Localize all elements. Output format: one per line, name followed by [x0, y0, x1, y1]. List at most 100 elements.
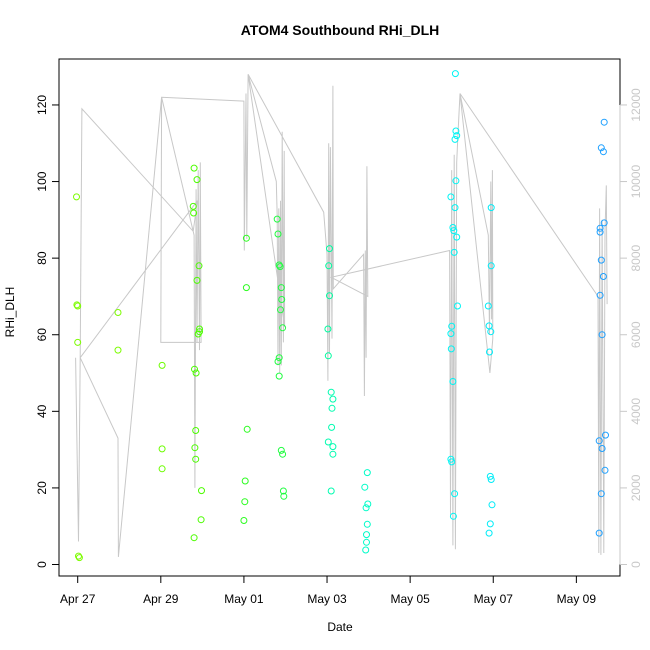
- data-point: [451, 70, 459, 78]
- data-point: [190, 534, 198, 542]
- data-point: [363, 538, 370, 546]
- data-point: [363, 531, 370, 539]
- data-point: [363, 520, 371, 528]
- data-point: [193, 176, 201, 184]
- data-point: [364, 500, 372, 508]
- data-point: [602, 431, 609, 439]
- data-point: [198, 487, 205, 495]
- data-point: [449, 224, 457, 231]
- data-point: [191, 365, 198, 373]
- data-point: [597, 490, 605, 498]
- data-point: [447, 330, 455, 338]
- data-point: [598, 445, 606, 452]
- data-point: [327, 388, 335, 396]
- data-point: [488, 501, 496, 509]
- data-point: [448, 322, 456, 330]
- x-axis-label: Date: [327, 620, 353, 634]
- x-axis: Apr 27 Apr 29 May 01 May 03 May 05 May 07 May …: [60, 575, 597, 606]
- y-tick-label: 40: [35, 404, 49, 418]
- data-point: [596, 291, 604, 299]
- data-point: [452, 127, 460, 135]
- data-point: [595, 529, 603, 537]
- y-tick-label: 0: [35, 561, 49, 568]
- x-tick-label: May 03: [307, 592, 347, 606]
- data-point: [599, 148, 607, 156]
- data-point: [326, 245, 333, 253]
- data-point: [325, 262, 333, 270]
- y-tick-label: 80: [35, 251, 49, 265]
- data-point: [596, 228, 604, 236]
- y-tick-label: 60: [35, 328, 49, 342]
- y2-tick-label: 10000: [629, 165, 643, 199]
- data-point: [114, 346, 122, 354]
- y2-tick-label: 8000: [629, 244, 643, 271]
- y2-tick-label: 0: [629, 561, 643, 568]
- data-point: [189, 202, 197, 210]
- y-axis: 0 20 40 60 80 100 120: [35, 95, 60, 568]
- data-point: [274, 230, 282, 238]
- data-point: [362, 504, 370, 512]
- y2-axis: 0 2000 4000 6000 8000 10000 12000: [619, 88, 643, 568]
- data-point: [279, 487, 287, 495]
- data-point: [453, 233, 461, 241]
- data-point: [75, 552, 82, 560]
- data-point: [273, 215, 281, 223]
- data-point: [242, 284, 250, 292]
- altitude-line-layer: [75, 74, 608, 557]
- data-point: [275, 372, 283, 380]
- data-point: [453, 132, 461, 140]
- data-point: [451, 135, 459, 143]
- data-point: [324, 352, 332, 360]
- scatter-point-layer: [73, 70, 609, 562]
- data-point: [73, 301, 81, 309]
- data-point: [484, 302, 492, 310]
- y-tick-label: 120: [35, 95, 49, 115]
- data-point: [485, 529, 493, 537]
- data-point: [278, 296, 286, 303]
- data-point: [327, 487, 335, 495]
- data-point: [190, 164, 198, 172]
- data-point: [158, 445, 166, 453]
- x-tick-label: Apr 29: [143, 592, 179, 606]
- y-axis-label: RHi_DLH: [3, 287, 17, 338]
- data-point: [280, 492, 288, 500]
- data-point: [448, 458, 456, 466]
- data-point: [452, 177, 460, 185]
- data-point: [601, 466, 609, 474]
- data-point: [447, 193, 455, 201]
- x-tick-label: May 01: [224, 592, 264, 606]
- data-point: [487, 328, 495, 336]
- data-point: [73, 193, 80, 201]
- data-point: [196, 325, 203, 333]
- data-point: [276, 263, 284, 271]
- data-point: [595, 437, 603, 445]
- data-point: [328, 423, 336, 431]
- y2-tick-label: 2000: [629, 474, 643, 501]
- data-point: [486, 348, 493, 356]
- y-tick-label: 100: [35, 171, 49, 191]
- data-point: [487, 476, 495, 483]
- data-point: [243, 425, 251, 433]
- data-point: [158, 361, 166, 369]
- data-point: [329, 443, 337, 451]
- data-point: [240, 517, 248, 524]
- y2-tick-label: 4000: [629, 398, 643, 425]
- data-point: [194, 330, 202, 338]
- y-tick-label: 20: [35, 481, 49, 495]
- data-point: [329, 450, 337, 458]
- x-tick-label: May 09: [557, 592, 597, 606]
- data-point: [329, 395, 337, 403]
- data-point: [596, 224, 604, 232]
- data-point: [279, 324, 287, 332]
- data-point: [449, 378, 457, 385]
- data-point: [324, 438, 332, 446]
- data-point: [277, 284, 285, 292]
- data-point: [75, 554, 83, 562]
- data-point: [324, 325, 332, 333]
- data-point: [598, 331, 606, 339]
- data-point: [74, 338, 82, 346]
- x-tick-label: May 05: [390, 592, 430, 606]
- x-tick-label: Apr 27: [60, 592, 96, 606]
- data-point: [279, 450, 287, 458]
